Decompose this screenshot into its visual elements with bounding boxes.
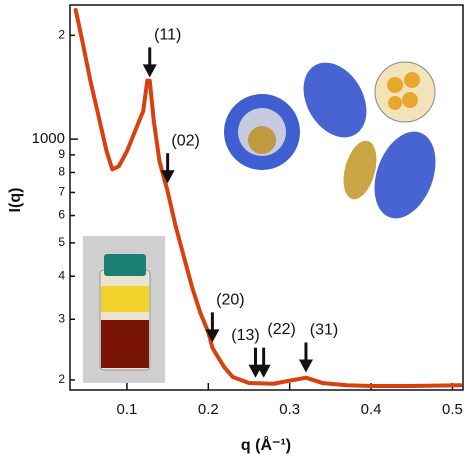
y-tick-label: 8 <box>58 165 65 179</box>
annotation-label: (31) <box>310 322 338 339</box>
y-tick-label: 2 <box>58 28 65 42</box>
annotation-arrowhead <box>205 329 220 343</box>
x-tick-label: 0.1 <box>117 401 138 418</box>
data-line <box>73 7 463 389</box>
x-axis-label: q (Å⁻¹) <box>241 435 291 454</box>
y-tick-label: 6 <box>58 208 65 222</box>
y-tick-label: 9 <box>58 147 65 161</box>
x-tick-label: 0.2 <box>198 401 219 418</box>
annotation-label: (13) <box>231 327 259 344</box>
y-tick-label: 2 <box>58 372 65 386</box>
y-tick-label: 3 <box>58 311 65 325</box>
annotation-label: (11) <box>154 27 181 44</box>
y-tick-label: 1000 <box>32 130 65 147</box>
annotation-label: (02) <box>171 132 199 149</box>
y-tick-label: 7 <box>58 185 65 199</box>
x-tick-label: 0.5 <box>442 401 463 418</box>
annotation-label: (20) <box>216 292 244 309</box>
x-tick-label: 0.4 <box>361 401 382 418</box>
inset-vial <box>83 236 165 383</box>
annotation-arrowhead <box>142 64 157 78</box>
y-tick-label: 5 <box>58 235 65 249</box>
x-tick-label: 0.3 <box>279 401 300 418</box>
y-tick-label: 4 <box>58 268 65 282</box>
annotation-arrowhead <box>160 170 175 184</box>
plot-frame <box>69 4 464 391</box>
annotation-arrowhead <box>298 359 313 373</box>
annotation-arrowhead <box>256 364 271 378</box>
inset-illustration <box>224 61 436 219</box>
y-axis-label: I(q) <box>7 188 24 213</box>
annotation-label: (22) <box>267 321 295 338</box>
